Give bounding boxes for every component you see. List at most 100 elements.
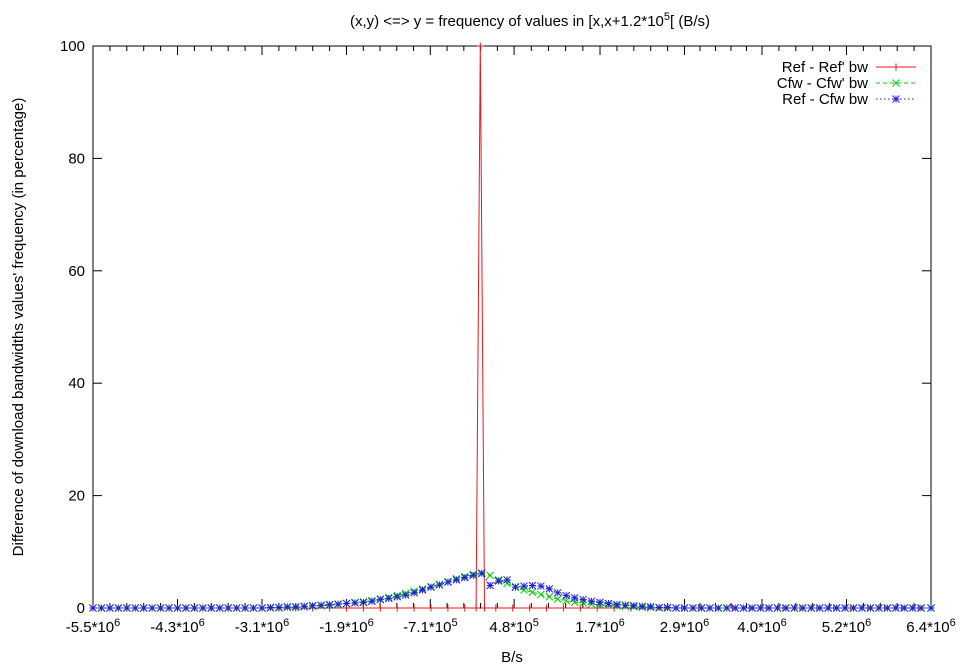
data-point bbox=[731, 604, 740, 612]
data-point bbox=[308, 601, 317, 610]
data-point bbox=[579, 595, 587, 604]
data-point bbox=[418, 586, 427, 594]
data-point bbox=[528, 588, 537, 597]
data-point bbox=[401, 591, 410, 599]
data-point bbox=[494, 577, 503, 585]
data-point bbox=[900, 604, 909, 612]
x-tick-label: 4.8*105 bbox=[489, 617, 539, 636]
data-point bbox=[798, 604, 807, 612]
x-axis: -5.5*106 -4.3*106 -3.1*106 -1.9*106 -7.1*105… bbox=[66, 46, 956, 636]
data-point bbox=[790, 604, 799, 612]
x-tick-label: 5.2*106 bbox=[822, 617, 872, 636]
data-point bbox=[106, 604, 114, 612]
data-point bbox=[215, 604, 224, 612]
data-point bbox=[883, 604, 892, 612]
data-point bbox=[241, 604, 249, 612]
data-point bbox=[807, 604, 816, 612]
series-line bbox=[93, 573, 931, 609]
series-1 bbox=[89, 42, 935, 612]
data-point bbox=[528, 581, 537, 590]
data-point bbox=[444, 604, 452, 612]
data-point bbox=[917, 604, 925, 612]
data-point bbox=[393, 592, 402, 601]
data-point bbox=[756, 604, 765, 612]
data-point bbox=[739, 604, 748, 612]
plot-frame bbox=[92, 45, 932, 609]
data-point bbox=[503, 576, 511, 584]
data-point bbox=[545, 592, 554, 601]
x-tick-label: -1.9*106 bbox=[319, 617, 374, 636]
y-tick-label: 40 bbox=[68, 375, 85, 392]
data-point bbox=[368, 597, 376, 606]
series-3 bbox=[89, 569, 935, 612]
data-point bbox=[680, 604, 689, 612]
data-point bbox=[587, 597, 596, 606]
x-axis-label: B/s bbox=[501, 649, 523, 666]
data-point bbox=[300, 602, 309, 611]
data-point bbox=[773, 604, 782, 612]
data-point bbox=[199, 604, 207, 612]
data-point bbox=[486, 581, 495, 590]
y-tick-label: 80 bbox=[68, 150, 85, 167]
data-point bbox=[376, 604, 384, 612]
data-point bbox=[613, 600, 621, 609]
y-tick-label: 100 bbox=[60, 38, 85, 55]
data-point bbox=[782, 604, 790, 612]
data-point bbox=[621, 601, 630, 610]
data-point bbox=[562, 591, 571, 600]
data-point bbox=[663, 603, 672, 612]
data-point bbox=[452, 576, 461, 584]
data-point bbox=[291, 603, 300, 611]
data-point bbox=[520, 586, 528, 594]
data-point bbox=[444, 578, 452, 587]
x-tick-label: -7.1*105 bbox=[403, 617, 458, 636]
data-point bbox=[858, 604, 866, 612]
data-point bbox=[393, 604, 401, 612]
data-point bbox=[173, 604, 182, 612]
data-point bbox=[165, 604, 173, 612]
data-point bbox=[342, 599, 351, 608]
data-point bbox=[765, 604, 773, 612]
data-point bbox=[182, 604, 190, 612]
data-point bbox=[317, 601, 326, 610]
data-point bbox=[604, 599, 613, 608]
data-point bbox=[476, 42, 484, 50]
data-point bbox=[722, 604, 731, 612]
data-point bbox=[824, 604, 833, 612]
legend-label: Ref - Cfw bw bbox=[782, 91, 868, 108]
legend-label: Ref - Ref' bw bbox=[782, 59, 868, 76]
data-point bbox=[461, 604, 469, 612]
data-point bbox=[376, 595, 385, 604]
data-point bbox=[748, 604, 756, 612]
data-point bbox=[384, 594, 393, 603]
data-point bbox=[89, 604, 97, 612]
x-tick-label: 1.7*106 bbox=[575, 617, 625, 636]
data-point bbox=[427, 583, 435, 592]
data-point bbox=[537, 582, 545, 590]
legend-label: Cfw - Cfw' bw bbox=[777, 75, 868, 92]
data-point bbox=[841, 604, 849, 612]
data-point bbox=[131, 604, 140, 612]
data-point bbox=[232, 604, 241, 612]
data-point bbox=[492, 604, 500, 612]
y-axis: 0 20 40 60 80 100 bbox=[60, 38, 931, 617]
data-point bbox=[672, 604, 680, 612]
data-point bbox=[832, 604, 841, 612]
data-point bbox=[427, 604, 435, 612]
y-tick-label: 20 bbox=[68, 488, 85, 505]
data-point bbox=[410, 588, 418, 597]
data-point bbox=[97, 604, 106, 612]
y-tick-label: 0 bbox=[77, 600, 85, 617]
y-axis-label: Difference of download bandwidths values… bbox=[10, 98, 27, 557]
data-point bbox=[526, 604, 534, 612]
series-line bbox=[93, 45, 931, 609]
data-point bbox=[334, 600, 342, 608]
data-point bbox=[249, 604, 258, 612]
legend-marker bbox=[892, 63, 900, 71]
x-tick-label: 2.9*106 bbox=[660, 617, 710, 636]
series-2 bbox=[89, 569, 935, 612]
data-point bbox=[266, 603, 275, 612]
data-point bbox=[190, 604, 199, 612]
x-tick-label: 4.0*106 bbox=[737, 617, 787, 636]
